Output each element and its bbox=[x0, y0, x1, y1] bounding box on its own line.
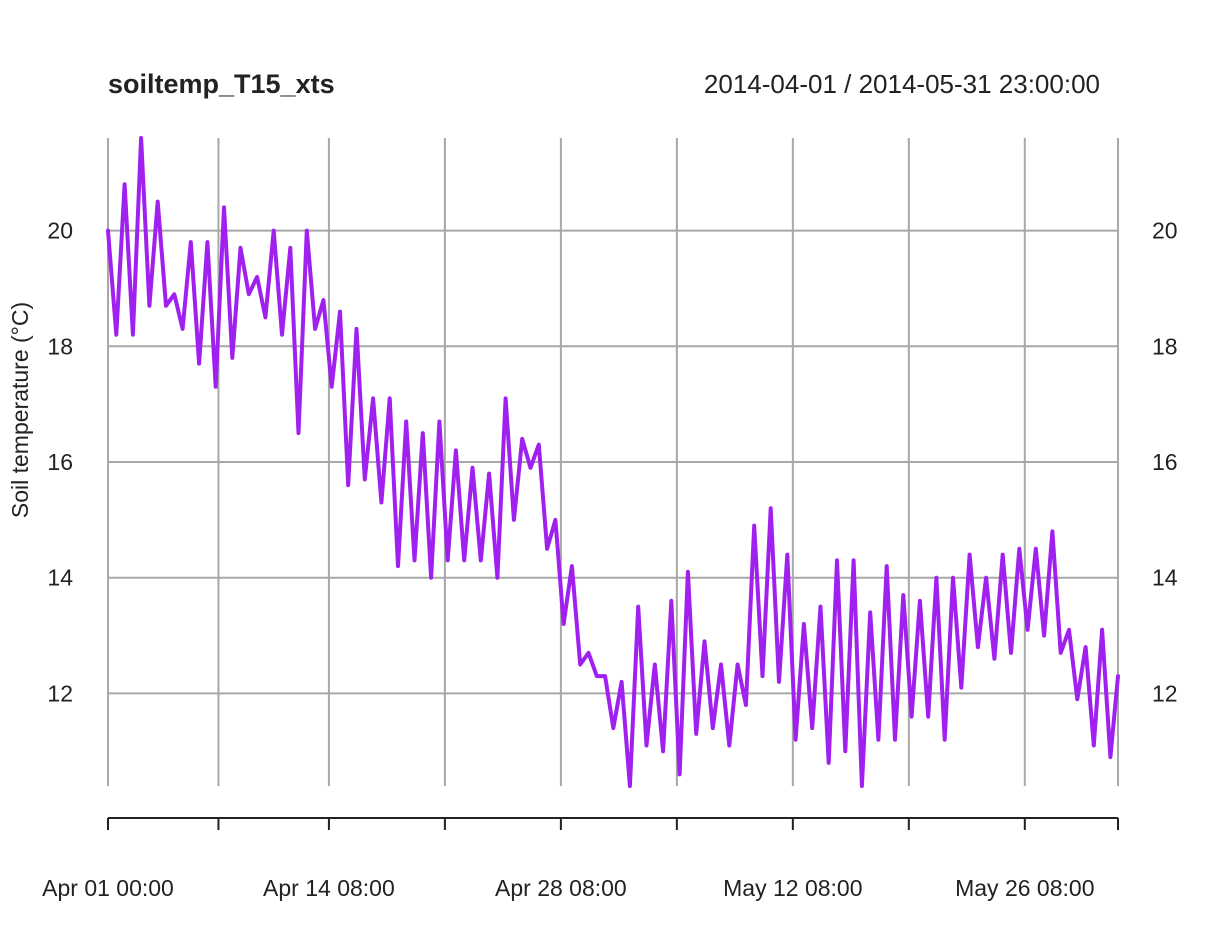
x-tick-label: Apr 14 08:00 bbox=[263, 875, 395, 901]
y-tick-label-left: 16 bbox=[47, 449, 73, 475]
y-tick-label-left: 12 bbox=[47, 680, 73, 706]
y-tick-label-right: 18 bbox=[1152, 333, 1178, 359]
y-tick-label-right: 12 bbox=[1152, 680, 1178, 706]
y-tick-label-right: 16 bbox=[1152, 449, 1178, 475]
date-range-subtitle: 2014-04-01 / 2014-05-31 23:00:00 bbox=[704, 69, 1100, 99]
x-tick-label: May 12 08:00 bbox=[723, 875, 862, 901]
x-axis: Apr 01 00:00 Apr 14 08:00 Apr 28 08:00 May … bbox=[42, 817, 1119, 901]
y-axis-right-labels: 12 14 16 18 20 bbox=[1152, 218, 1178, 707]
horizontal-gridlines bbox=[108, 229, 1118, 695]
x-tick-label: Apr 01 00:00 bbox=[42, 875, 174, 901]
x-tick-label: May 26 08:00 bbox=[955, 875, 1094, 901]
y-tick-label-left: 18 bbox=[47, 333, 73, 359]
y-axis-left-labels: 12 14 16 18 20 bbox=[47, 218, 73, 707]
soil-temperature-line bbox=[106, 136, 1120, 788]
series-layer bbox=[106, 136, 1120, 788]
y-tick-label-right: 20 bbox=[1152, 218, 1178, 244]
y-tick-label-left: 20 bbox=[47, 218, 73, 244]
chart-title: soiltemp_T15_xts bbox=[108, 69, 335, 99]
y-tick-label-left: 14 bbox=[47, 565, 73, 591]
x-tick-label: Apr 28 08:00 bbox=[495, 875, 627, 901]
y-tick-label-right: 14 bbox=[1152, 565, 1178, 591]
y-axis-title: Soil temperature (°C) bbox=[7, 302, 33, 518]
